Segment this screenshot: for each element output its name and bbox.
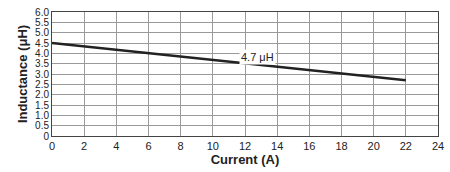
svg-text:6.0: 6.0	[35, 7, 49, 18]
svg-text:4: 4	[113, 140, 119, 152]
svg-text:16: 16	[303, 140, 315, 152]
svg-text:Inductance (μH): Inductance (μH)	[15, 25, 30, 123]
svg-text:1.0: 1.0	[35, 110, 49, 121]
svg-text:5.5: 5.5	[35, 17, 49, 28]
svg-text:14: 14	[271, 140, 283, 152]
svg-text:0.5: 0.5	[35, 120, 49, 131]
svg-text:22: 22	[400, 140, 412, 152]
svg-text:0: 0	[49, 140, 55, 152]
svg-text:4.0: 4.0	[35, 48, 49, 59]
svg-text:6: 6	[145, 140, 151, 152]
svg-text:18: 18	[335, 140, 347, 152]
svg-text:24: 24	[432, 140, 444, 152]
svg-text:5.0: 5.0	[35, 27, 49, 38]
svg-text:3.0: 3.0	[35, 69, 49, 80]
svg-text:10: 10	[207, 140, 219, 152]
svg-text:Current (A): Current (A)	[211, 152, 280, 167]
svg-text:8: 8	[178, 140, 184, 152]
svg-text:2.0: 2.0	[35, 89, 49, 100]
svg-text:4.5: 4.5	[35, 38, 49, 49]
svg-text:20: 20	[368, 140, 380, 152]
svg-text:12: 12	[239, 140, 251, 152]
svg-text:3.5: 3.5	[35, 58, 49, 69]
svg-text:0: 0	[43, 131, 49, 142]
svg-text:4.7 μH: 4.7 μH	[241, 51, 274, 63]
svg-text:2.5: 2.5	[35, 79, 49, 90]
svg-text:2: 2	[81, 140, 87, 152]
svg-text:1.5: 1.5	[35, 100, 49, 111]
